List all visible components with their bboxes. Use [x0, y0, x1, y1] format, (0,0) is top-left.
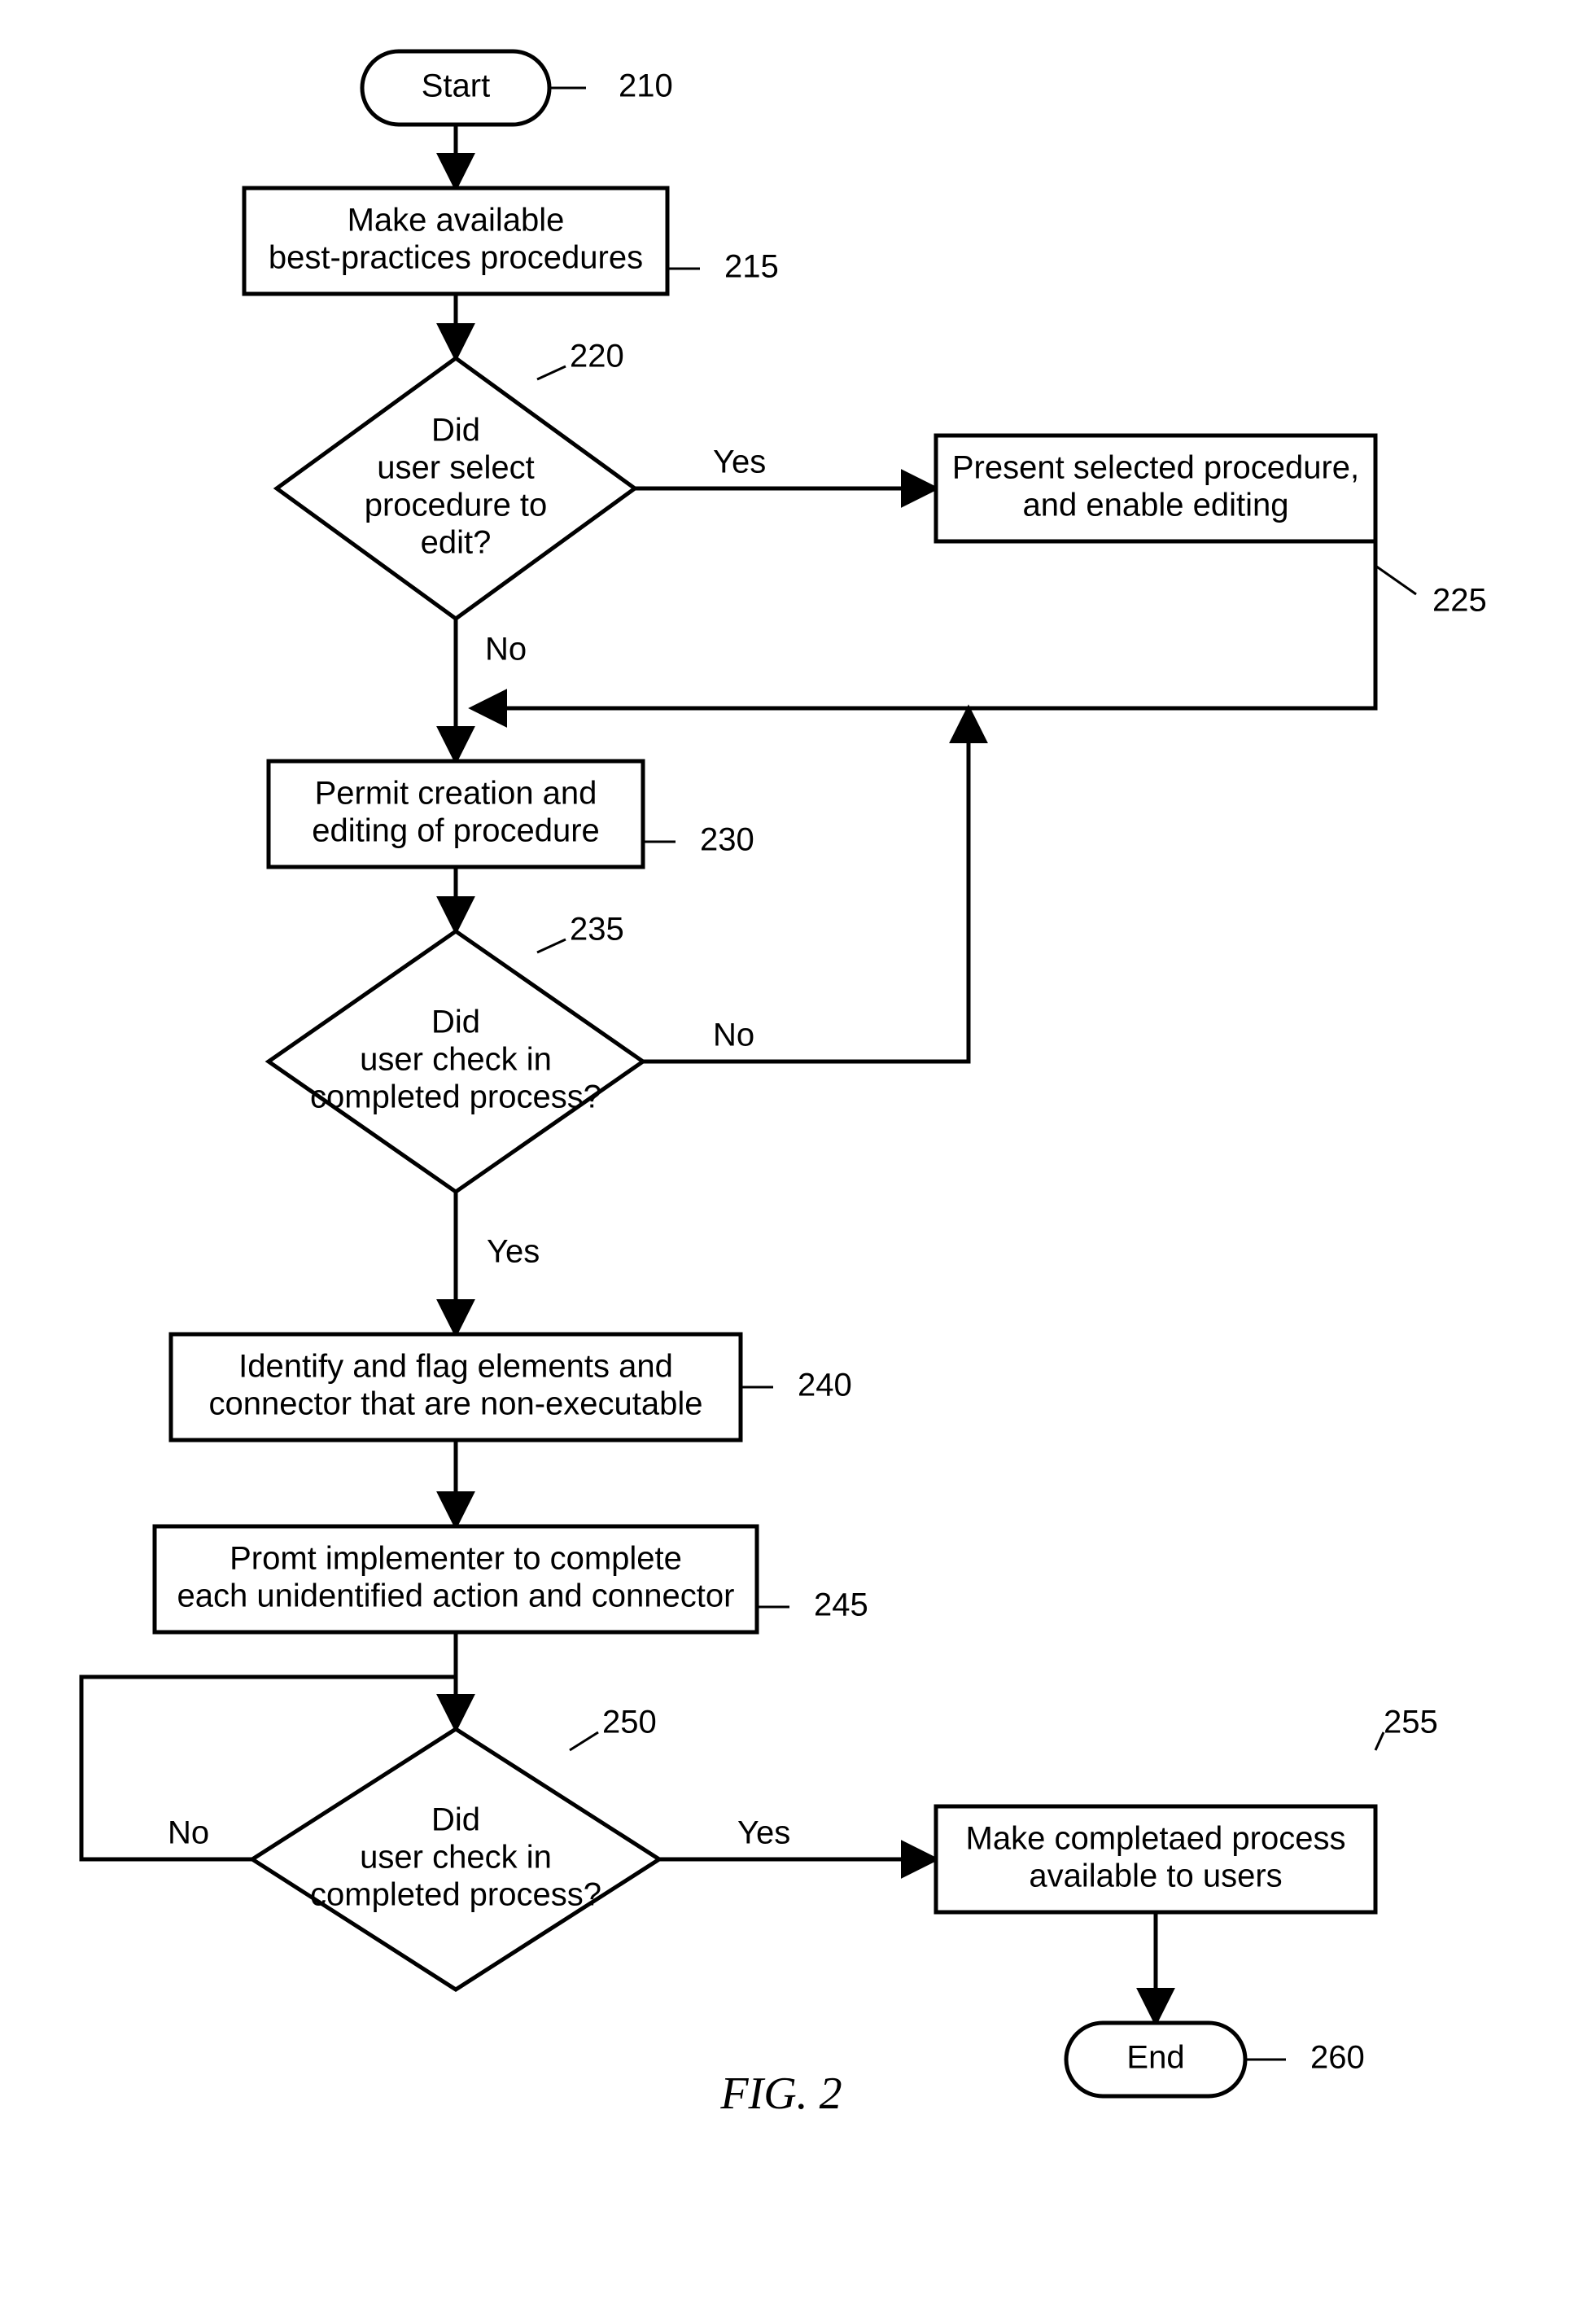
ref-label: 255	[1384, 1705, 1438, 1740]
node-text: edit?	[421, 525, 492, 561]
ref-label: 225	[1432, 583, 1487, 619]
leader-line	[570, 1732, 598, 1750]
figure-label: FIG. 2	[719, 2068, 842, 2119]
ref-label: 220	[570, 339, 624, 374]
node-text: Start	[422, 68, 490, 104]
edge-label: No	[168, 1815, 209, 1851]
edge-label: Yes	[737, 1815, 790, 1851]
node-text: Make available	[348, 203, 565, 239]
node-text: and enable editing	[1023, 488, 1289, 523]
leader-line	[1375, 1732, 1384, 1750]
node-text: user select	[377, 450, 534, 486]
node-text: each unidentified action and connector	[177, 1578, 735, 1614]
node-text: Permit creation and	[315, 776, 597, 812]
ref-label: 245	[814, 1587, 868, 1623]
node-text: Did	[431, 1802, 480, 1838]
ref-label: 210	[619, 68, 673, 104]
edge-label: Yes	[487, 1234, 540, 1270]
node-text: End	[1126, 2040, 1184, 2076]
node-text: best-practices procedures	[269, 240, 643, 276]
node-text: Did	[431, 413, 480, 449]
ref-label: 240	[798, 1368, 852, 1403]
edge	[472, 517, 1375, 708]
leader-line	[537, 366, 566, 379]
node-text: Make completaed process	[966, 1821, 1346, 1857]
edge	[643, 708, 969, 1062]
node-text: editing of procedure	[312, 813, 600, 849]
node-text: user check in	[360, 1840, 552, 1876]
edge-label: No	[485, 632, 527, 668]
edge-label: Yes	[713, 444, 766, 480]
node-text: connector that are non-executable	[208, 1386, 702, 1422]
node-text: procedure to	[365, 488, 548, 523]
ref-label: 250	[602, 1705, 657, 1740]
node-text: Promt implementer to complete	[230, 1541, 682, 1577]
ref-label: 260	[1310, 2040, 1365, 2076]
node-text: Identify and flag elements and	[238, 1349, 673, 1385]
node-text: Present selected procedure,	[952, 450, 1359, 486]
node-text: available to users	[1029, 1858, 1282, 1894]
ref-label: 235	[570, 912, 624, 948]
node-text: completed process?	[310, 1877, 601, 1913]
leader-line	[537, 939, 566, 952]
node-text: completed process?	[310, 1079, 601, 1115]
node-text: user check in	[360, 1042, 552, 1078]
edge-label: No	[713, 1018, 754, 1053]
ref-label: 215	[724, 249, 779, 285]
node-text: Did	[431, 1005, 480, 1040]
leader-line	[1375, 566, 1416, 594]
ref-label: 230	[700, 822, 754, 858]
